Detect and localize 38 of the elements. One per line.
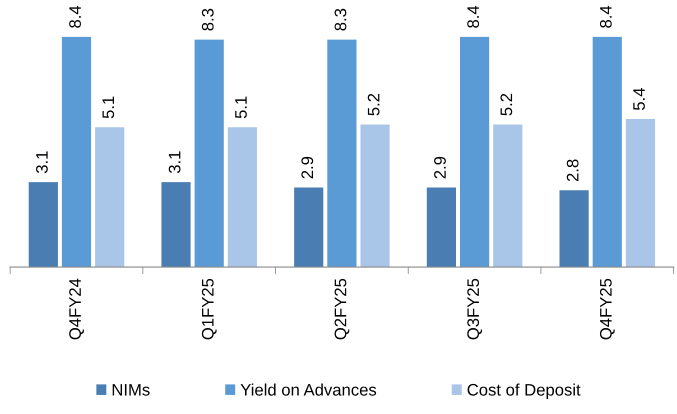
data-label: 3.1 [168,151,180,174]
x-tick-label: Q1FY25 [202,278,217,340]
x-tick-label: Q3FY25 [467,278,482,340]
legend-label: NIMs [112,384,150,396]
data-label: 8.4 [69,6,81,28]
bar [327,40,356,268]
data-label: 2.9 [301,156,314,178]
legend-label: Cost of Deposit [468,383,581,399]
bar [294,188,324,268]
data-label: 5.2 [368,94,380,116]
x-tick-label: Q2FY25 [334,278,350,340]
data-label: 8.3 [202,8,214,31]
legend-label: Yield on Advances [240,383,376,396]
data-label: 5.4 [633,88,645,110]
data-label: 5.1 [102,96,114,118]
bar [626,119,656,268]
x-tick-label: Q4FY25 [600,278,615,340]
bar [493,124,522,268]
data-label: 8.4 [467,6,480,28]
bar [592,36,622,268]
data-label: 8.4 [600,6,612,28]
bar [194,40,224,268]
bar [161,182,191,268]
data-label: 3.1 [36,151,48,174]
bar [28,182,58,268]
bar [62,36,92,268]
bar [460,36,490,268]
data-label: 5.2 [500,94,512,116]
x-tick-label: Q4FY24 [69,278,84,340]
bar [560,190,589,268]
data-label: 5.1 [235,96,247,118]
bar [228,127,257,268]
bar [95,127,124,268]
data-label: 2.8 [566,160,579,182]
bar [360,124,390,268]
data-label: 8.3 [334,8,346,31]
data-label: 2.9 [434,156,446,178]
bar [426,188,456,268]
